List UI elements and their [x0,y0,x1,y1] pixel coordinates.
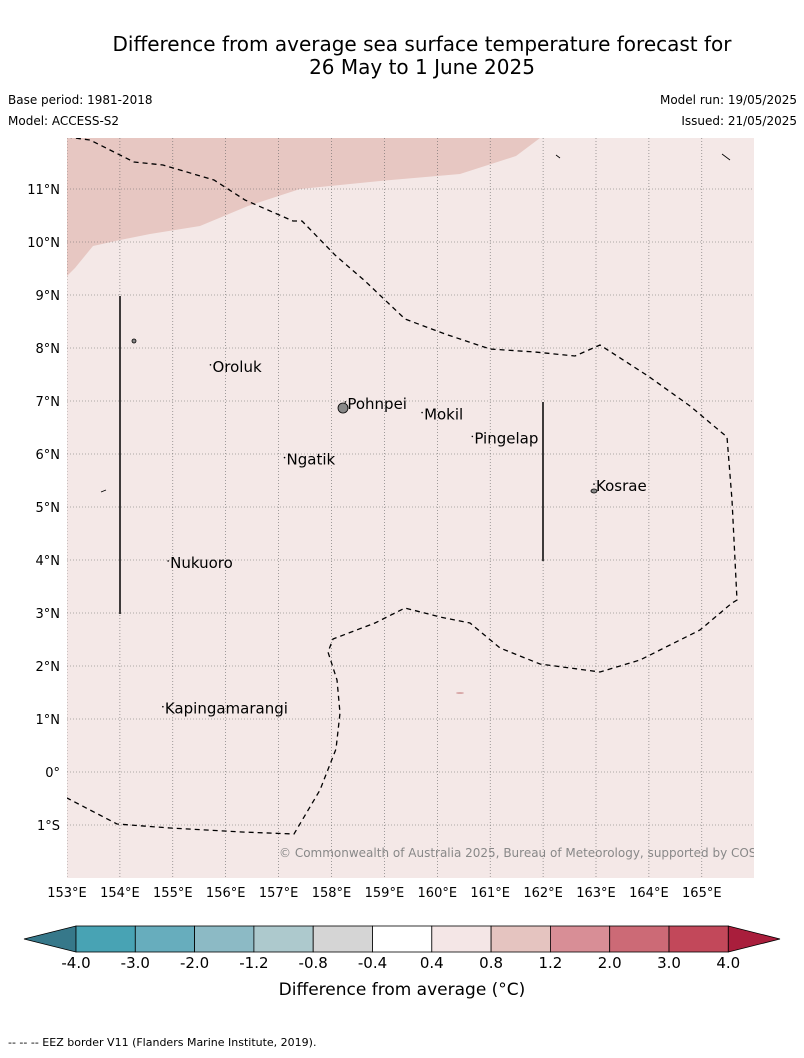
lat-tick-label: 9°N [36,289,61,304]
lat-tick-label: 7°N [36,395,61,410]
place-label: Kapingamarangi [165,700,288,718]
island-small-2 [555,154,561,159]
model-run: Model run: 19/05/2025 [659,93,797,107]
colorbar-segment [134,925,196,953]
title-line-2: 26 May to 1 June 2025 [309,55,535,79]
colorbar-over-arrow [727,925,781,953]
lat-tick-label: 8°N [36,342,61,357]
colorbar-tick-label: -3.0 [121,954,150,972]
place-marker [471,435,474,438]
place-labels: Oroluk Pohnpei Mokil Pingelap Ngatik Kosrae Nu… [162,358,647,718]
place-marker [344,401,347,403]
lon-tick-label: 154°E [100,886,140,901]
colorbar-tick-label: 0.8 [479,954,503,972]
colorbar-segment [75,925,136,953]
place-label: Oroluk [212,358,261,376]
lon-tick-label: 163°E [576,886,616,901]
warm-anomaly-region [67,138,540,276]
map-title: Difference from average sea surface temp… [0,33,804,79]
island-pohnpei [337,402,349,414]
place-label: Pingelap [474,429,538,447]
colorbar-segment [609,925,670,953]
lat-tick-label: 4°N [36,554,61,569]
place-label: Pohnpei [347,395,407,413]
colorbar: -4.0 -3.0 -2.0 -1.2 -0.8 -0.4 0.4 0.8 1.2 2.0 3.0 4… [23,925,781,972]
lon-tick-label: 161°E [470,886,510,901]
copyright-notice: © Commonwealth of Australia 2025, Bureau… [279,846,784,860]
colorbar-tick-label: 3.0 [657,954,681,972]
island-small-3 [721,153,731,161]
colorbar-segment [550,925,611,953]
longitude-labels: 153°E 154°E 155°E 156°E 157°E 158°E 159°E 160°E… [47,886,721,901]
colorbar-tick-label: 4.0 [716,954,740,972]
colorbar-tick-label: 0.4 [420,954,444,972]
place-label: Kosrae [596,477,647,495]
lat-tick-label: 1°S [37,819,60,834]
eez-border-north [67,138,738,835]
island-small-1 [100,489,107,493]
lon-tick-label: 164°E [629,886,669,901]
lat-tick-label: 6°N [36,448,61,463]
colorbar-segment [253,925,314,953]
place-label: Nukuoro [170,554,233,572]
lon-tick-label: 159°E [365,886,405,901]
place-marker [209,364,212,366]
colorbar-segment [490,925,551,953]
island-kosrae [590,488,598,494]
issued-date: Issued: 21/05/2025 [681,114,797,128]
place-marker [162,705,164,708]
place-label: Ngatik [287,451,336,469]
lon-tick-label: 156°E [206,886,246,901]
colorbar-tick-label: -1.2 [239,954,268,972]
island-anomaly [456,692,464,694]
lat-tick-label: 10°N [27,236,60,251]
colorbar-tick-label: -0.8 [299,954,328,972]
boundary-lines [119,296,544,614]
colorbar-tick-label: -2.0 [180,954,209,972]
colorbar-tick-label: 2.0 [598,954,622,972]
lat-tick-label: 5°N [36,501,61,516]
lon-tick-label: 158°E [312,886,352,901]
colorbar-tick-label: 1.2 [538,954,562,972]
title-line-1: Difference from average sea surface temp… [112,32,732,56]
map-background [67,138,754,878]
island-west [131,338,137,344]
colorbar-label: Difference from average (°C) [278,980,526,1000]
place-marker [593,483,595,485]
eez-borders [67,138,738,835]
lon-tick-label: 155°E [153,886,193,901]
colorbar-segment [431,925,492,953]
footnote: -- -- -- EEZ border V11 (Flanders Marine… [8,1036,317,1049]
place-marker [421,411,423,414]
place-marker [283,456,286,459]
colorbar-under-arrow [23,925,77,953]
lon-tick-label: 157°E [259,886,299,901]
islands [100,153,731,694]
base-period: Base period: 1981-2018 [8,93,153,107]
lat-tick-label: 3°N [36,607,61,622]
lon-tick-label: 153°E [47,886,87,901]
colorbar-segment [668,925,729,953]
lat-tick-label: 2°N [36,660,61,675]
colorbar-tick-label: -4.0 [61,954,90,972]
lon-tick-label: 162°E [523,886,563,901]
latitude-labels: 11°N 10°N 9°N 8°N 7°N 6°N 5°N 4°N 3°N 2°N 1°N 0° 1°S [27,183,60,834]
colorbar-segment [194,925,255,953]
lon-tick-label: 160°E [418,886,458,901]
lon-tick-label: 165°E [682,886,722,901]
place-label: Mokil [424,406,463,424]
lat-tick-label: 1°N [36,713,61,728]
place-marker [167,560,169,562]
lat-tick-label: 0° [45,766,60,781]
colorbar-segment [372,925,433,953]
lat-tick-label: 11°N [27,183,60,198]
colorbar-segment [312,925,373,953]
model-name: Model: ACCESS-S2 [8,114,120,128]
colorbar-tick-label: -0.4 [358,954,387,972]
